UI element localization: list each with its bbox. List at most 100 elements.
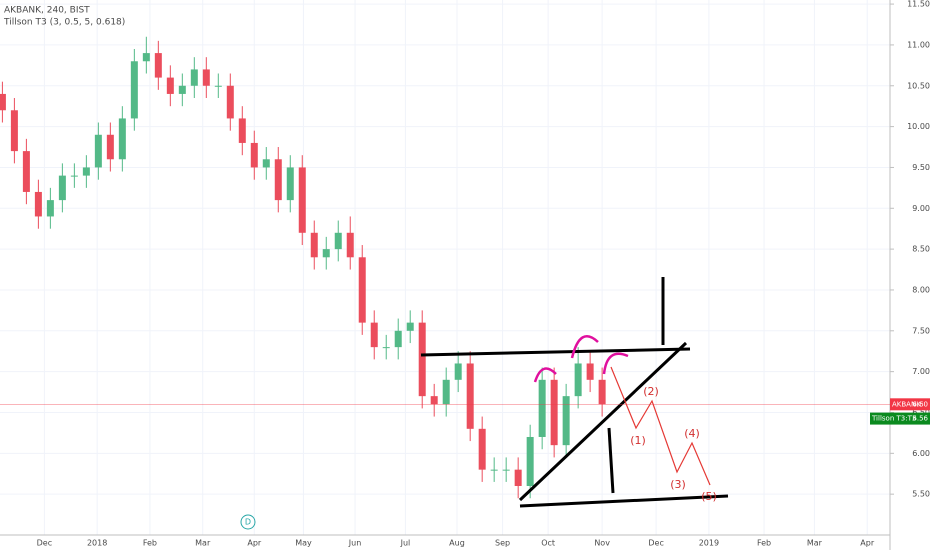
y-tick-label: 8.00 xyxy=(912,285,930,294)
x-tick-label: 2018 xyxy=(87,539,107,548)
trend-line xyxy=(607,427,615,494)
candle-body xyxy=(586,363,594,380)
candle-body xyxy=(358,257,366,323)
candle-body xyxy=(178,85,186,94)
candle-body xyxy=(322,249,330,258)
candle-body xyxy=(0,93,6,111)
event-marker[interactable] xyxy=(240,514,256,530)
candle-body xyxy=(550,379,558,446)
candle-body xyxy=(502,469,510,471)
y-tick-label: 10.00 xyxy=(907,122,930,131)
wave-label: (1) xyxy=(630,434,646,447)
candle-body xyxy=(430,396,438,405)
candle-body xyxy=(274,159,282,201)
y-tick-label: 8.50 xyxy=(912,245,930,254)
indicator-title: Tillson T3 (3, 0.5, 5, 0.618) xyxy=(3,18,125,28)
x-tick-label: Jul xyxy=(400,539,411,548)
y-tick-label: 7.50 xyxy=(912,326,930,335)
candle-body xyxy=(310,232,318,258)
x-tick-label: 2019 xyxy=(699,539,719,548)
wave-label: (4) xyxy=(684,427,700,440)
trend-line xyxy=(519,494,729,508)
candle-body xyxy=(106,134,114,160)
candle-body xyxy=(490,469,498,471)
y-tick-label: 11.00 xyxy=(907,40,930,49)
price-tag-value: 6.56 xyxy=(912,415,928,423)
candle-body xyxy=(478,428,486,470)
wave-label: (3) xyxy=(670,478,686,491)
y-tick-label: 11.50 xyxy=(907,0,930,9)
candle-body xyxy=(166,77,174,94)
candle-body xyxy=(70,175,78,177)
candle-body xyxy=(190,69,198,86)
candle-body xyxy=(262,159,270,168)
candle-body xyxy=(46,200,54,217)
candle-body xyxy=(286,167,294,201)
y-tick-label: 7.00 xyxy=(912,367,930,376)
candle-body xyxy=(118,118,126,160)
candle-body xyxy=(334,232,342,250)
x-tick-label: Dec xyxy=(648,539,663,548)
candle-body xyxy=(238,118,246,143)
price-tag-name: AKBANK xyxy=(892,400,921,408)
trend-line xyxy=(420,347,691,357)
candle-body xyxy=(394,330,402,348)
x-tick-label: Jun xyxy=(348,539,362,548)
x-tick-label: Feb xyxy=(143,539,157,548)
price-tag xyxy=(890,398,930,411)
candle-body xyxy=(250,142,258,168)
grid xyxy=(0,0,890,535)
x-tick-label: May xyxy=(295,539,312,548)
candle-body xyxy=(130,61,138,119)
candle-body xyxy=(214,85,222,87)
y-tick-label: 6.00 xyxy=(912,449,930,458)
candle-body xyxy=(82,167,90,176)
y-tick-label: 6.50 xyxy=(912,408,930,417)
candle-body xyxy=(370,322,378,348)
price-tag-value: 6.60 xyxy=(912,400,928,408)
chart-title: AKBANK, 240, BIST xyxy=(4,6,90,16)
candle-body xyxy=(562,396,570,446)
arc xyxy=(602,352,629,375)
price-tag xyxy=(870,412,930,425)
candle-body xyxy=(10,110,18,152)
candle-body xyxy=(34,191,42,217)
trend-line xyxy=(518,341,688,502)
y-tick-label: 5.50 xyxy=(912,490,930,499)
candle-body xyxy=(94,134,102,168)
x-tick-label: Mar xyxy=(195,539,211,548)
wave-label: (2) xyxy=(643,385,659,398)
wave-label: (5) xyxy=(701,490,717,503)
candle-body xyxy=(418,322,426,397)
candle-body xyxy=(154,53,162,78)
x-tick-label: Nov xyxy=(594,539,610,548)
candle-body xyxy=(598,379,606,405)
candle-body xyxy=(526,436,534,486)
x-tick-label: Mar xyxy=(807,539,823,548)
x-tick-label: Oct xyxy=(541,539,555,548)
candle-body xyxy=(442,379,450,405)
candle-body xyxy=(226,85,234,119)
candle-body xyxy=(346,232,354,258)
candle-body xyxy=(514,469,522,486)
y-tick-label: 10.50 xyxy=(907,81,930,90)
x-tick-label: Feb xyxy=(757,539,771,548)
y-tick-label: 9.50 xyxy=(912,163,930,172)
y-tick-label: 9.00 xyxy=(912,204,930,213)
x-tick-label: Aug xyxy=(449,539,465,548)
arc xyxy=(570,335,599,359)
candle-body xyxy=(406,322,414,331)
candle-body xyxy=(454,363,462,380)
candle-body xyxy=(538,379,546,437)
candle-body xyxy=(298,167,306,233)
x-tick-label: Apr xyxy=(860,539,875,548)
arc xyxy=(533,367,557,383)
event-label: D xyxy=(245,518,251,527)
candle-body xyxy=(22,151,30,192)
candle-body xyxy=(142,53,150,62)
x-tick-label: Apr xyxy=(247,539,262,548)
wave-path xyxy=(610,366,711,486)
x-tick-label: Dec xyxy=(37,539,52,548)
x-tick-label: Sep xyxy=(495,539,510,548)
